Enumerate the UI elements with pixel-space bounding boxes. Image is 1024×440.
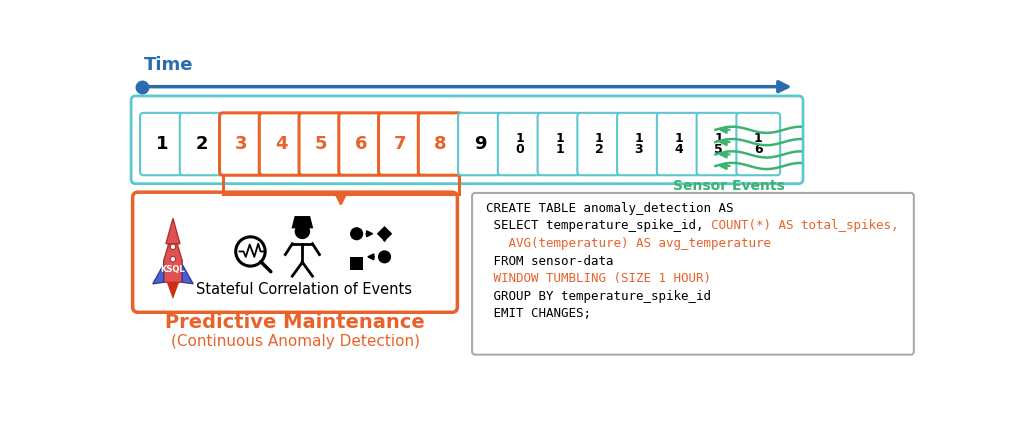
- Text: Sensor Events: Sensor Events: [673, 179, 784, 193]
- Text: Time: Time: [143, 55, 193, 73]
- Polygon shape: [164, 230, 182, 282]
- Text: EMIT CHANGES;: EMIT CHANGES;: [486, 307, 591, 320]
- Text: 1
0: 1 0: [515, 132, 524, 156]
- FancyBboxPatch shape: [219, 113, 263, 175]
- Polygon shape: [182, 264, 194, 284]
- FancyBboxPatch shape: [472, 193, 913, 355]
- Polygon shape: [167, 282, 179, 299]
- Text: KSQL: KSQL: [161, 265, 185, 275]
- FancyBboxPatch shape: [617, 113, 660, 175]
- Text: 4: 4: [274, 135, 288, 153]
- Polygon shape: [377, 226, 392, 242]
- FancyBboxPatch shape: [140, 113, 183, 175]
- Text: FROM sensor-data: FROM sensor-data: [486, 254, 613, 268]
- Text: 5: 5: [314, 135, 328, 153]
- Text: 3: 3: [236, 135, 248, 153]
- Text: 1
2: 1 2: [595, 132, 603, 156]
- FancyBboxPatch shape: [656, 113, 700, 175]
- FancyBboxPatch shape: [379, 113, 422, 175]
- Polygon shape: [166, 218, 180, 244]
- FancyBboxPatch shape: [259, 113, 303, 175]
- Text: COUNT(*) AS total_spikes,: COUNT(*) AS total_spikes,: [711, 220, 898, 232]
- FancyBboxPatch shape: [339, 113, 383, 175]
- Text: GROUP BY temperature_spike_id: GROUP BY temperature_spike_id: [486, 290, 711, 303]
- Polygon shape: [153, 264, 164, 284]
- Text: Stateful Correlation of Events: Stateful Correlation of Events: [197, 282, 413, 297]
- Text: 1
3: 1 3: [635, 132, 643, 156]
- Text: 1: 1: [156, 135, 168, 153]
- Text: WINDOW TUMBLING (SIZE 1 HOUR): WINDOW TUMBLING (SIZE 1 HOUR): [486, 272, 711, 285]
- Text: AVG(temperature) AS avg_temperature: AVG(temperature) AS avg_temperature: [486, 237, 771, 250]
- FancyBboxPatch shape: [133, 192, 458, 312]
- Circle shape: [295, 224, 310, 239]
- Text: 1
5: 1 5: [714, 132, 723, 156]
- Text: 6: 6: [354, 135, 367, 153]
- FancyBboxPatch shape: [696, 113, 740, 175]
- FancyBboxPatch shape: [131, 96, 803, 184]
- Text: 1
4: 1 4: [675, 132, 683, 156]
- Text: CREATE TABLE anomaly_detection AS: CREATE TABLE anomaly_detection AS: [486, 202, 733, 215]
- Bar: [350, 257, 364, 270]
- Text: 7: 7: [394, 135, 407, 153]
- Text: 9: 9: [474, 135, 486, 153]
- FancyBboxPatch shape: [180, 113, 223, 175]
- FancyBboxPatch shape: [458, 113, 502, 175]
- Circle shape: [170, 257, 176, 262]
- Polygon shape: [292, 216, 313, 228]
- Circle shape: [378, 250, 391, 264]
- FancyBboxPatch shape: [538, 113, 582, 175]
- FancyBboxPatch shape: [578, 113, 622, 175]
- Text: Predictive Maintenance: Predictive Maintenance: [165, 313, 425, 332]
- Circle shape: [170, 244, 176, 249]
- FancyBboxPatch shape: [299, 113, 343, 175]
- Text: (Continuous Anomaly Detection): (Continuous Anomaly Detection): [171, 334, 420, 349]
- Text: SELECT temperature_spike_id,: SELECT temperature_spike_id,: [486, 220, 711, 232]
- Circle shape: [350, 227, 364, 240]
- FancyBboxPatch shape: [419, 113, 462, 175]
- Text: 2: 2: [196, 135, 208, 153]
- FancyBboxPatch shape: [498, 113, 542, 175]
- Text: 1
1: 1 1: [555, 132, 564, 156]
- Text: 8: 8: [434, 135, 446, 153]
- Text: 1
6: 1 6: [754, 132, 763, 156]
- FancyBboxPatch shape: [736, 113, 780, 175]
